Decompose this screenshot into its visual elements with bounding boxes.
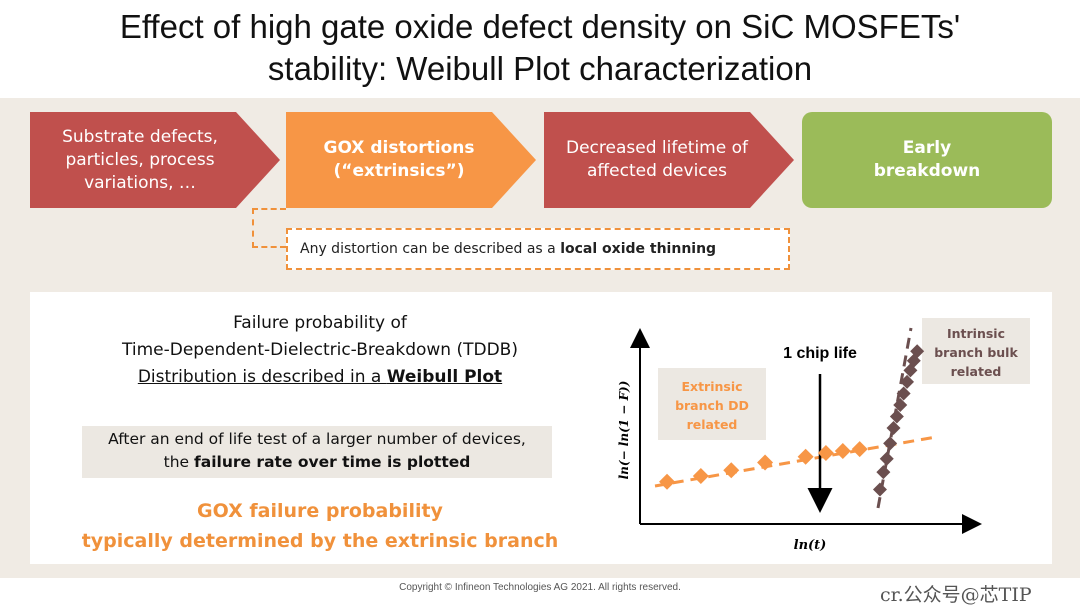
weibull-plot: 1 chip life Extrinsic branch DD related … [617, 318, 1030, 553]
intrinsic-label-box [922, 318, 1030, 384]
chevron-shape [544, 112, 794, 208]
intrinsic-data-point [896, 386, 911, 401]
data-markers [659, 344, 925, 497]
x-axis-label: ln(t) [794, 538, 827, 553]
extrinsic-data-point [834, 443, 851, 460]
intrinsic-data-point [889, 409, 904, 424]
chevron-shape [30, 112, 280, 208]
flow-step-text: Substrate defects, particles, process vari… [62, 126, 218, 193]
extrinsic-data-point [851, 441, 868, 458]
end-of-life-test-box: After an end of life test of a larger nu… [82, 426, 552, 478]
intrinsic-data-point [893, 397, 908, 412]
extrinsic-data-point [692, 468, 709, 484]
title-line-2: stability: Weibull Plot characterization [267, 50, 813, 87]
intrinsic-data-point [879, 451, 894, 466]
flow-step-text: Decreased lifetime of affected devices [566, 138, 748, 181]
flow-step-gox-distortions: GOX distortions (“extrinsics”) [286, 112, 536, 208]
rounded-box-shape [802, 112, 1052, 208]
intrinsic-label-2: branch bulk [934, 345, 1018, 360]
intrinsic-data-point [906, 353, 921, 368]
extrinsic-label-1: Extrinsic [681, 379, 742, 394]
watermark-text: cr.公众号@芯TIP [880, 584, 1032, 606]
extrinsic-label-box [658, 368, 766, 440]
extrinsic-label-3: related [687, 417, 738, 432]
intrinsic-data-point [903, 363, 918, 378]
copyright-text: Copyright © Infineon Technologies AG 202… [399, 582, 681, 593]
flow-step-text: Early breakdown [873, 138, 981, 181]
slide-title: Effect of high gate oxide defect density… [0, 6, 1080, 90]
flow-step-decreased-lifetime: Decreased lifetime of affected devices [544, 112, 794, 208]
failure-probability-text: Failure probability of Time-Dependent-Di… [122, 313, 518, 387]
flow-step-substrate-defects: Substrate defects, particles, process vari… [30, 112, 280, 208]
intrinsic-data-point [883, 436, 898, 451]
dashed-connector [252, 208, 286, 248]
intrinsic-data-point [910, 344, 925, 359]
title-line-1: Effect of high gate oxide defect density… [119, 8, 961, 45]
intrinsic-data-point [872, 482, 887, 497]
intrinsic-data-point [900, 374, 915, 389]
flow-step-early-breakdown: Early breakdown [802, 112, 1052, 208]
extrinsic-data-point [797, 448, 814, 465]
intrinsic-data-point [876, 465, 891, 480]
flow-step-text: GOX distortions (“extrinsics”) [323, 138, 475, 181]
extrinsic-data-point [757, 454, 774, 471]
intrinsic-label-3: related [951, 364, 1002, 379]
gox-failure-probability-text: GOX failure probability typically determ… [81, 500, 559, 552]
extrinsic-data-point [659, 473, 676, 490]
intrinsic-label-1: Intrinsic [947, 326, 1005, 341]
extrinsic-data-point [817, 444, 834, 461]
chevron-shape [286, 112, 536, 208]
extrinsic-label-2: branch DD [675, 398, 749, 413]
y-axis-label: ln(− ln(1 − F)) [617, 381, 631, 480]
extrinsic-data-point [723, 462, 740, 479]
intrinsic-data-point [886, 421, 901, 435]
chip-life-label: 1 chip life [783, 345, 857, 362]
local-oxide-thinning-note: Any distortion can be described as a loc… [286, 228, 790, 270]
